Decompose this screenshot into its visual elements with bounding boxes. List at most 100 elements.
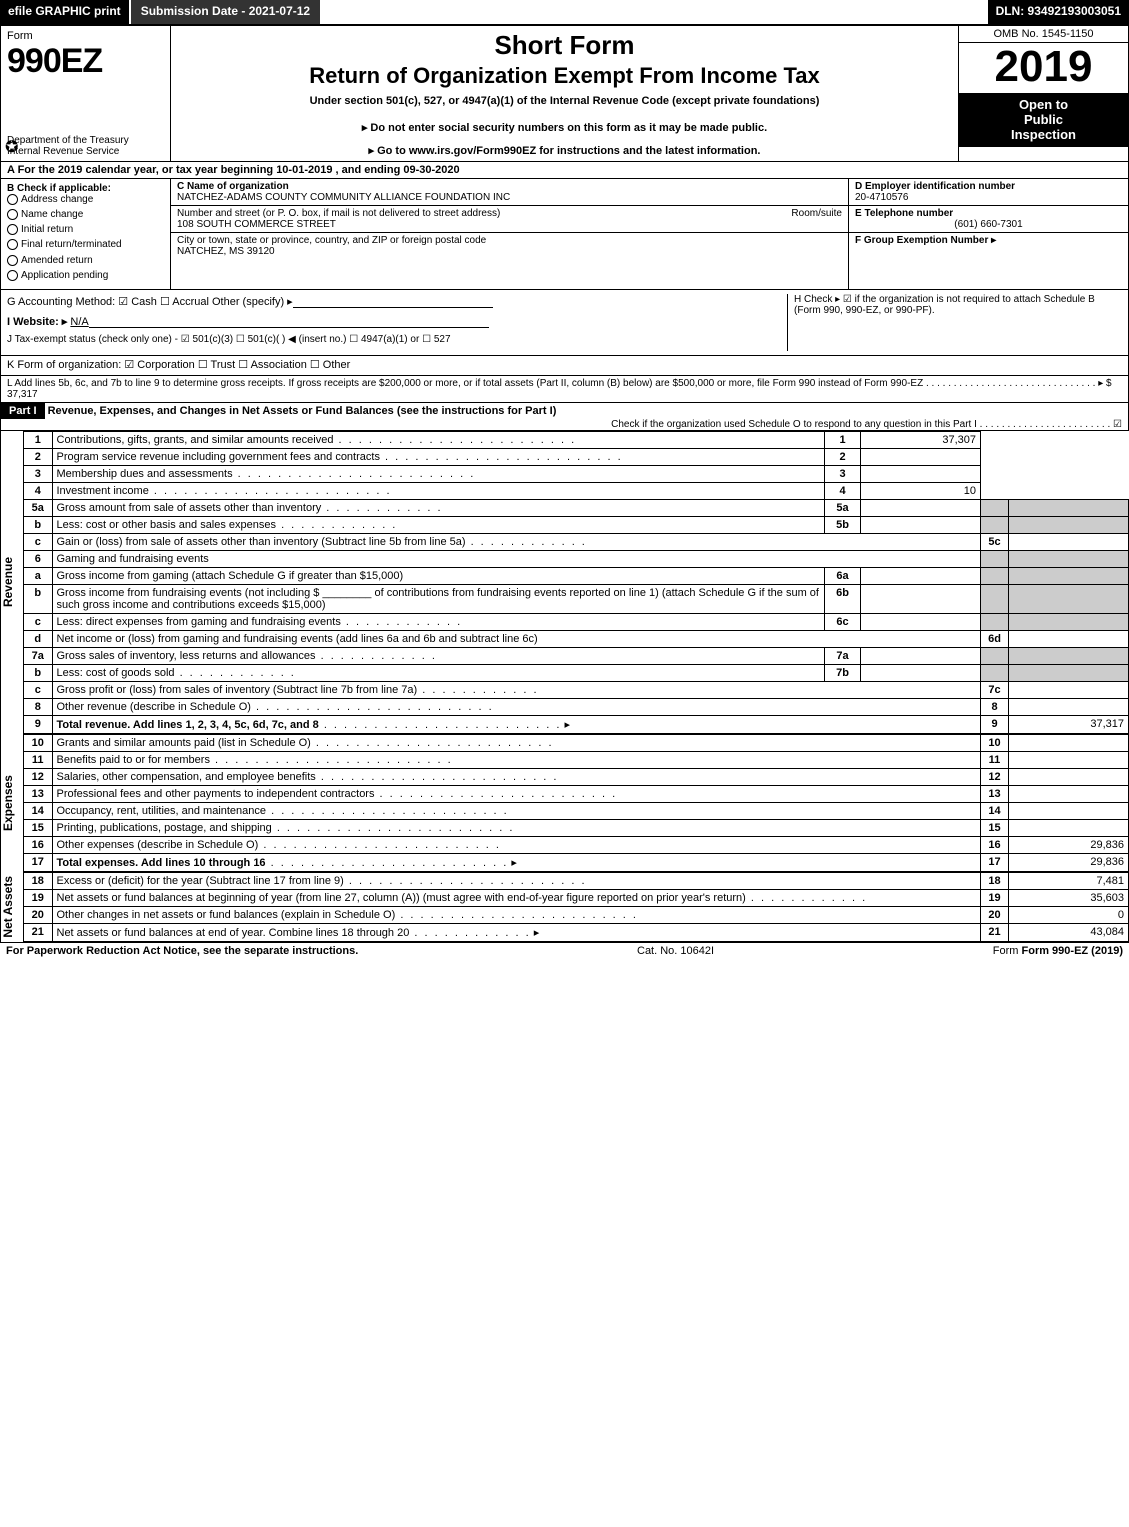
under-section: Under section 501(c), 527, or 4947(a)(1)…	[175, 95, 954, 107]
row-14: 14Occupancy, rent, utilities, and mainte…	[24, 802, 1129, 819]
row-12: 12Salaries, other compensation, and empl…	[24, 768, 1129, 785]
section-bcdef: B Check if applicable: Address change Na…	[0, 179, 1129, 290]
row-19: 19Net assets or fund balances at beginni…	[24, 889, 1129, 906]
row-21: 21Net assets or fund balances at end of …	[24, 923, 1129, 941]
row-4: 4Investment income410	[24, 482, 1129, 499]
row-5a: 5aGross amount from sale of assets other…	[24, 499, 1129, 516]
row-20: 20Other changes in net assets or fund ba…	[24, 906, 1129, 923]
public-note: ▸ Do not enter social security numbers o…	[175, 121, 954, 134]
footer-formref: Form Form 990-EZ (2019)	[993, 945, 1123, 957]
header-right: OMB No. 1545-1150 2019 Open to Public In…	[958, 26, 1128, 161]
ein-value: 20-4710576	[855, 192, 908, 203]
col-b-title: B Check if applicable:	[7, 183, 164, 194]
row-8: 8Other revenue (describe in Schedule O)8	[24, 698, 1129, 715]
phone-value: (601) 660-7301	[855, 219, 1122, 230]
row-11: 11Benefits paid to or for members11	[24, 751, 1129, 768]
part1-tag: Part I	[1, 403, 45, 419]
page-footer: For Paperwork Reduction Act Notice, see …	[0, 942, 1129, 959]
part1-check-line: Check if the organization used Schedule …	[1, 419, 1128, 430]
revenue-table: 1Contributions, gifts, grants, and simil…	[24, 431, 1129, 734]
chk-initial-return[interactable]: Initial return	[7, 224, 164, 235]
other-specify-input[interactable]	[293, 294, 493, 308]
topbar: efile GRAPHIC print Submission Date - 20…	[0, 0, 1129, 24]
group-exemption-row: F Group Exemption Number ▸	[849, 233, 1128, 289]
org-name-row: C Name of organization NATCHEZ-ADAMS COU…	[171, 179, 848, 206]
goto-link[interactable]: ▸ Go to www.irs.gov/Form990EZ for instru…	[175, 144, 954, 157]
org-addr-value: 108 SOUTH COMMERCE STREET	[177, 219, 336, 230]
line-k-org-form: K Form of organization: ☑ Corporation ☐ …	[7, 358, 1122, 371]
row-5c: cGain or (loss) from sale of assets othe…	[24, 533, 1129, 550]
expenses-section: Expenses 10Grants and similar amounts pa…	[0, 734, 1129, 872]
submission-date: Submission Date - 2021-07-12	[131, 0, 320, 24]
header-center: Short Form Return of Organization Exempt…	[171, 26, 958, 161]
org-city-row: City or town, state or province, country…	[171, 233, 848, 259]
topbar-spacer	[320, 0, 987, 24]
chk-final-return[interactable]: Final return/terminated	[7, 239, 164, 250]
row-10: 10Grants and similar amounts paid (list …	[24, 734, 1129, 751]
row-1: 1Contributions, gifts, grants, and simil…	[24, 431, 1129, 448]
col-c-orginfo: C Name of organization NATCHEZ-ADAMS COU…	[171, 179, 848, 289]
row-6: 6Gaming and fundraising events	[24, 550, 1129, 567]
form-word: Form	[7, 30, 164, 42]
part1-title: Revenue, Expenses, and Changes in Net As…	[48, 403, 557, 419]
row-7b: bLess: cost of goods sold7b	[24, 664, 1129, 681]
gih-block: G Accounting Method: ☑ Cash ☐ Accrual Ot…	[0, 290, 1129, 356]
row-6a: aGross income from gaming (attach Schedu…	[24, 567, 1129, 584]
dept-treasury: Department of the Treasury Internal Reve…	[7, 135, 164, 157]
kl-block: K Form of organization: ☑ Corporation ☐ …	[0, 356, 1129, 376]
row-6b: bGross income from fundraising events (n…	[24, 584, 1129, 613]
row-6c: cLess: direct expenses from gaming and f…	[24, 613, 1129, 630]
row-5b: bLess: cost or other basis and sales exp…	[24, 516, 1129, 533]
header-left: Form 990EZ ✪ Department of the Treasury …	[1, 26, 171, 161]
open-inspection: Open to Public Inspection	[959, 94, 1128, 147]
line-h-schedule-b: H Check ▸ ☑ if the organization is not r…	[787, 294, 1122, 351]
expenses-side-label: Expenses	[1, 734, 24, 872]
row-16: 16Other expenses (describe in Schedule O…	[24, 836, 1129, 853]
gih-left: G Accounting Method: ☑ Cash ☐ Accrual Ot…	[7, 294, 787, 351]
row-18: 18Excess or (deficit) for the year (Subt…	[24, 872, 1129, 889]
footer-catno: Cat. No. 10642I	[637, 945, 714, 957]
row-7c: cGross profit or (loss) from sales of in…	[24, 681, 1129, 698]
phone-row: E Telephone number (601) 660-7301	[849, 206, 1128, 233]
return-title: Return of Organization Exempt From Incom…	[175, 63, 954, 89]
line-j-tax-exempt: J Tax-exempt status (check only one) - ☑…	[7, 334, 787, 345]
row-9: 9Total revenue. Add lines 1, 2, 3, 4, 5c…	[24, 715, 1129, 733]
org-addr-row: Number and street (or P. O. box, if mail…	[171, 206, 848, 233]
net-assets-side-label: Net Assets	[1, 872, 24, 942]
chk-amended-return[interactable]: Amended return	[7, 255, 164, 266]
col-def: D Employer identification number 20-4710…	[848, 179, 1128, 289]
row-13: 13Professional fees and other payments t…	[24, 785, 1129, 802]
chk-name-change[interactable]: Name change	[7, 209, 164, 220]
revenue-section: Revenue 1Contributions, gifts, grants, a…	[0, 431, 1129, 734]
expenses-table: 10Grants and similar amounts paid (list …	[24, 734, 1129, 872]
row-17: 17Total expenses. Add lines 10 through 1…	[24, 853, 1129, 871]
org-name-value: NATCHEZ-ADAMS COUNTY COMMUNITY ALLIANCE …	[177, 192, 510, 203]
line-l-gross-receipts: L Add lines 5b, 6c, and 7b to line 9 to …	[0, 376, 1129, 403]
tax-year: 2019	[959, 43, 1128, 94]
revenue-side-label: Revenue	[1, 431, 24, 734]
line-i-website: I Website: ▸ N/A	[7, 314, 787, 328]
row-7a: 7aGross sales of inventory, less returns…	[24, 647, 1129, 664]
footer-left: For Paperwork Reduction Act Notice, see …	[6, 945, 358, 957]
part1-header-row: Part I Revenue, Expenses, and Changes in…	[0, 403, 1129, 431]
chk-address-change[interactable]: Address change	[7, 194, 164, 205]
ein-row: D Employer identification number 20-4710…	[849, 179, 1128, 206]
line-g-accounting: G Accounting Method: ☑ Cash ☐ Accrual Ot…	[7, 294, 787, 308]
form-header: Form 990EZ ✪ Department of the Treasury …	[0, 24, 1129, 162]
line-a-tax-year: A For the 2019 calendar year, or tax yea…	[0, 162, 1129, 179]
net-assets-table: 18Excess or (deficit) for the year (Subt…	[24, 872, 1129, 942]
row-3: 3Membership dues and assessments3	[24, 465, 1129, 482]
omb-number: OMB No. 1545-1150	[959, 26, 1128, 43]
row-6d: dNet income or (loss) from gaming and fu…	[24, 630, 1129, 647]
short-form-title: Short Form	[175, 30, 954, 61]
dln-label: DLN: 93492193003051	[988, 0, 1129, 24]
efile-print-button[interactable]: efile GRAPHIC print	[0, 0, 131, 24]
row-2: 2Program service revenue including gover…	[24, 448, 1129, 465]
chk-application-pending[interactable]: Application pending	[7, 270, 164, 281]
row-15: 15Printing, publications, postage, and s…	[24, 819, 1129, 836]
room-suite-label: Room/suite	[791, 208, 842, 219]
col-b-checkboxes: B Check if applicable: Address change Na…	[1, 179, 171, 289]
website-value: N/A	[70, 316, 88, 328]
net-assets-section: Net Assets 18Excess or (deficit) for the…	[0, 872, 1129, 942]
irs-eagle-icon: ✪	[5, 137, 18, 157]
